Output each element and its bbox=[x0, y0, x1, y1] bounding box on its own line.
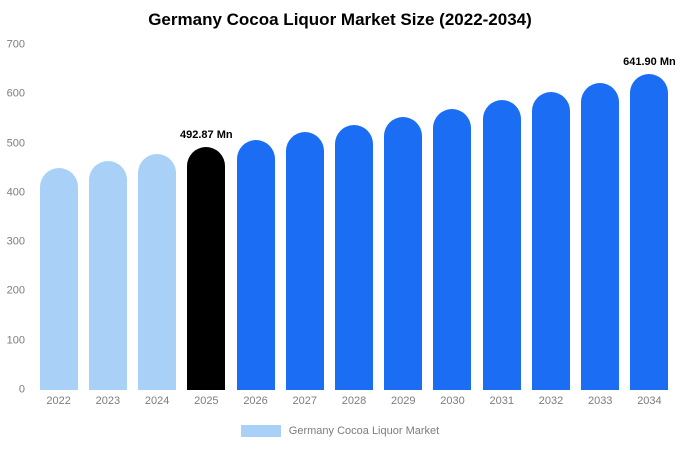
bar-column-2033 bbox=[576, 45, 625, 390]
bar-column-2031 bbox=[477, 45, 526, 390]
bar-2030 bbox=[433, 108, 472, 390]
bar-column-2032 bbox=[526, 45, 575, 390]
value-label-2034: 641.90 Mn bbox=[623, 55, 676, 68]
y-axis: 0 100 200 300 400 500 600 700 bbox=[0, 39, 28, 395]
x-tick-label-2029: 2029 bbox=[391, 395, 416, 407]
chart-title: Germany Cocoa Liquor Market Size (2022-2… bbox=[148, 10, 532, 29]
bar-2023 bbox=[88, 160, 127, 390]
y-tick-label: 0 bbox=[18, 383, 25, 396]
legend: Germany Cocoa Liquor Market bbox=[0, 425, 680, 437]
bar-column-2034: 641.90 Mn bbox=[623, 45, 676, 390]
bar-column-2024 bbox=[132, 45, 181, 390]
bar-column-2026 bbox=[231, 45, 280, 390]
value-label-2025: 492.87 Mn bbox=[180, 129, 233, 142]
x-tick-label-2032: 2032 bbox=[538, 395, 564, 407]
x-tick-label-2025: 2025 bbox=[194, 395, 219, 407]
x-tick-label-2028: 2028 bbox=[341, 395, 367, 407]
bar-column-2029 bbox=[379, 45, 428, 390]
bar-2028 bbox=[335, 124, 374, 390]
y-tick-label: 200 bbox=[6, 284, 25, 297]
x-axis: 2022 2023 2024 2025 2026 2027 2028 2029 2030 2031… bbox=[34, 395, 674, 407]
x-tick-label-2033: 2033 bbox=[587, 395, 613, 407]
bar-2025 bbox=[187, 147, 226, 390]
bar-column-2028 bbox=[329, 45, 378, 390]
x-tick-label-2023: 2023 bbox=[95, 395, 121, 407]
bar-2024 bbox=[138, 154, 177, 390]
y-tick-label: 300 bbox=[6, 235, 25, 248]
x-tick-label-2031: 2031 bbox=[489, 395, 514, 407]
x-tick-label-2034: 2034 bbox=[637, 395, 662, 407]
x-tick-label-2024: 2024 bbox=[144, 395, 170, 407]
y-tick-label: 400 bbox=[6, 186, 25, 199]
legend-swatch bbox=[240, 425, 281, 437]
bar-2034 bbox=[630, 73, 669, 390]
x-tick-label-2030: 2030 bbox=[440, 395, 465, 407]
x-tick-label-2026: 2026 bbox=[243, 395, 268, 407]
bar-2033 bbox=[581, 82, 620, 390]
x-tick-label-2027: 2027 bbox=[292, 395, 318, 407]
x-tick-label-2022: 2022 bbox=[46, 395, 71, 407]
bar-column-2025: 492.87 Mn bbox=[180, 45, 233, 390]
bar-2027 bbox=[285, 132, 324, 390]
plot-area: 492.87 Mn 641.90 Mn bbox=[34, 45, 676, 390]
legend-label: Germany Cocoa Liquor Market bbox=[288, 425, 440, 437]
y-tick-label: 500 bbox=[6, 137, 25, 150]
bar-2022 bbox=[39, 167, 78, 390]
bar-column-2023 bbox=[83, 45, 132, 390]
bar-2029 bbox=[384, 116, 423, 390]
bar-2026 bbox=[236, 139, 275, 390]
bar-column-2027 bbox=[280, 45, 329, 390]
bar-2031 bbox=[482, 100, 521, 390]
bar-2032 bbox=[531, 91, 570, 390]
y-tick-label: 100 bbox=[6, 334, 25, 347]
y-tick-label: 600 bbox=[6, 87, 25, 100]
bar-column-2030 bbox=[428, 45, 477, 390]
y-tick-label: 700 bbox=[6, 38, 25, 51]
bar-column-2022 bbox=[34, 45, 83, 390]
